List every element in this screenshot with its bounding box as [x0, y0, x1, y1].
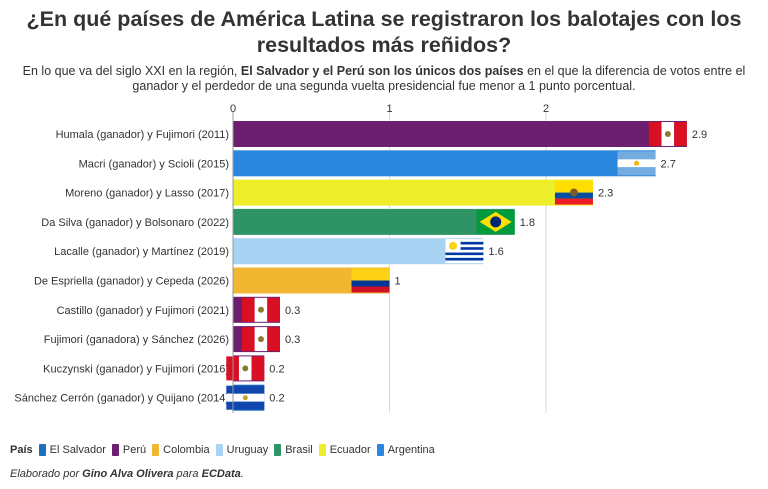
- chart-title: ¿En qué países de América Latina se regi…: [26, 7, 742, 57]
- category-label: Lacalle (ganador) y Martínez (2019): [54, 246, 229, 258]
- value-label: 1: [395, 276, 401, 288]
- legend-swatch: [318, 444, 326, 456]
- legend-label: Brasil: [285, 444, 313, 456]
- credit-middle: para: [173, 468, 202, 480]
- value-label: 2.3: [598, 188, 613, 200]
- bar: [233, 179, 593, 206]
- value-label: 2.7: [661, 158, 676, 170]
- credit-outlet: ECData: [201, 468, 241, 480]
- subtitle-highlight: El Salvador y el Perú son los únicos dos…: [240, 64, 524, 78]
- bar: [233, 238, 484, 265]
- legend-label: Argentina: [387, 444, 435, 456]
- legend-item: El Salvador: [38, 444, 106, 456]
- value-label: 1.6: [488, 246, 503, 258]
- category-label: Macri (ganador) y Scioli (2015): [79, 158, 229, 170]
- subtitle-text-start: En lo que va del siglo XXI en la región,: [22, 64, 241, 78]
- value-label: 0.2: [269, 393, 284, 405]
- x-tick-label: 2: [543, 103, 549, 115]
- value-label: 0.3: [285, 334, 300, 346]
- legend-swatch: [215, 444, 223, 456]
- category-label: Moreno (ganador) y Lasso (2017): [65, 188, 229, 200]
- legend-item: Ecuador: [318, 444, 371, 456]
- legend-label: Colombia: [163, 444, 210, 456]
- category-label: Da Silva (ganador) y Bolsonaro (2022): [41, 217, 229, 229]
- uruguay-flag: [445, 239, 484, 264]
- brazil-flag: [476, 209, 515, 234]
- colombia-flag: [351, 268, 390, 293]
- legend: País El Salvador Perú Colombia Uruguay Brasi…: [10, 443, 441, 457]
- category-label: Sánchez Cerrón (ganador) y Quijano (2014…: [14, 393, 229, 405]
- legend-label: Uruguay: [226, 444, 269, 456]
- bar: [233, 121, 687, 147]
- legend-swatch: [111, 444, 119, 456]
- peru-flag: [241, 327, 280, 352]
- bar-chart: 0 1 2 Humala (ganador) y Fujimori (2011) 2.9…: [14, 103, 707, 413]
- x-tick-label: 0: [230, 103, 236, 115]
- value-label: 0.2: [269, 363, 284, 375]
- chart-subtitle: En lo que va del siglo XXI en la región,…: [10, 64, 758, 94]
- argentina-flag: [617, 151, 656, 176]
- bar: [233, 208, 515, 235]
- peru-flag: [648, 122, 687, 146]
- credit-author: Gino Alva Olivera: [82, 468, 174, 480]
- peru-flag: [241, 297, 280, 322]
- legend-item: Argentina: [376, 444, 435, 456]
- category-label: Castillo (ganador) y Fujimori (2021): [57, 305, 229, 317]
- legend-title: País: [10, 444, 33, 456]
- category-label: Fujimori (ganadora) y Sánchez (2026): [44, 334, 229, 346]
- value-label: 2.9: [692, 129, 707, 141]
- legend-items: El Salvador Perú Colombia Uruguay Brasil Ecua…: [38, 444, 441, 456]
- value-label: 0.3: [285, 305, 300, 317]
- credit-prefix: Elaborado por: [10, 468, 83, 480]
- legend-label: El Salvador: [49, 444, 106, 456]
- legend-item: Brasil: [274, 444, 313, 456]
- credit-line: Elaborado por Gino Alva Olivera para ECD…: [10, 468, 244, 480]
- value-label: 1.8: [520, 217, 535, 229]
- category-label: Kuczynski (ganador) y Fujimori (2016): [43, 363, 229, 375]
- el-salvador-flag: [226, 385, 265, 410]
- legend-label: Ecuador: [329, 444, 371, 456]
- ecuador-flag: [554, 180, 593, 205]
- peru-flag: [226, 356, 265, 381]
- legend-swatch: [152, 444, 160, 456]
- legend-item: Uruguay: [215, 444, 269, 456]
- legend-item: Colombia: [152, 444, 210, 456]
- legend-swatch: [38, 444, 46, 456]
- credit-suffix: .: [240, 468, 244, 480]
- legend-label: Perú: [122, 444, 147, 456]
- legend-item: Perú: [111, 444, 147, 456]
- category-label: Humala (ganador) y Fujimori (2011): [56, 129, 229, 141]
- category-label: De Espriella (ganador) y Cepeda (2026): [34, 276, 229, 288]
- bar: [233, 150, 656, 177]
- subtitle-text-end: en el que la diferencia de votos entre e…: [132, 64, 746, 93]
- x-tick-label: 1: [386, 103, 392, 115]
- legend-swatch: [274, 444, 282, 456]
- legend-swatch: [376, 444, 384, 456]
